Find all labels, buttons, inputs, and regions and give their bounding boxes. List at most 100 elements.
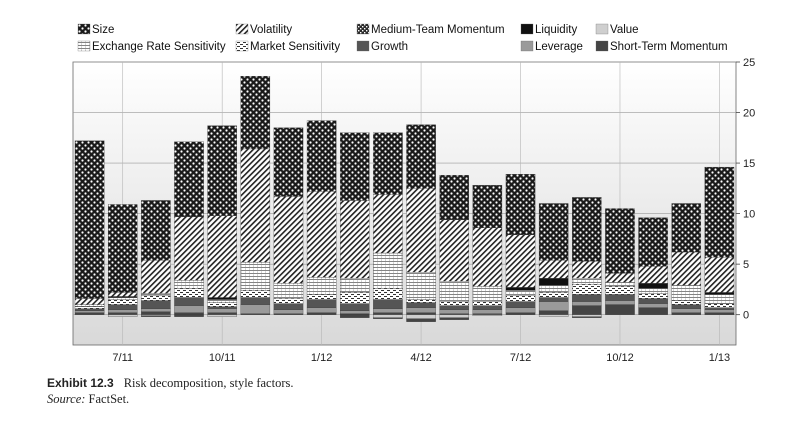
bar-liquidity [638,283,668,289]
bar-market-sensitivity [306,294,337,300]
bar-short-term-momentum [605,304,635,315]
bar-size [638,217,668,267]
bar-stack-jun-12 [472,185,503,316]
x-tick-label: 7/11 [112,352,133,364]
bar-size [373,132,403,195]
legend-label-exchange-rate-sensitivity: Exchange Rate Sensitivity [92,41,226,53]
bar-growth [638,298,668,304]
bar-growth [174,297,204,306]
source-label: Source: [47,392,86,406]
bar-size [472,185,503,228]
bar-growth [340,303,370,311]
bar-stack-jan-13 [704,166,735,315]
bar-neg-short-term-momentum [572,316,602,318]
bar-volatility [107,292,138,297]
bar-market-sensitivity [107,299,138,305]
bar-growth [306,299,337,308]
bar-stack-dec-12 [671,203,702,315]
bar-leverage [505,307,536,313]
bar-exchange-rate-sensitivity [472,286,503,302]
y-tick-label: 15 [743,158,755,170]
bar-growth [207,306,237,309]
bar-leverage [340,310,370,314]
x-tick-label: 7/12 [510,352,531,364]
bar-leverage [207,308,237,313]
bar-stack-dec-11 [273,127,304,315]
bar-volatility [505,234,536,288]
bars [74,76,735,322]
bar-exchange-rate-sensitivity [439,281,469,302]
bar-stack-oct-12 [605,208,635,315]
bar-market-sensitivity [605,286,635,295]
bar-market-sensitivity [273,298,304,304]
bar-volatility [605,273,635,283]
bar-neg-short-term-momentum [141,315,171,317]
bar-size [306,120,337,192]
bar-short-term-momentum [174,312,204,315]
bar-volatility [207,215,237,298]
bar-neg-value [373,314,403,318]
bar-leverage [240,304,271,314]
bar-exchange-rate-sensitivity [505,290,536,296]
bar-leverage [671,308,702,313]
bar-leverage [572,301,602,306]
bar-neg-value [141,314,171,316]
legend-swatch-exchange-rate-sensitivity [77,40,91,52]
bar-exchange-rate-sensitivity [107,297,138,300]
bar-growth [572,294,602,302]
legend-swatch-liquidity [520,23,534,35]
bar-growth [439,305,469,310]
legend-label-medium-team-momentum: Medium-Team Momentum [371,24,505,36]
bar-neg-short-term-momentum [340,314,370,318]
bar-market-sensitivity [240,290,271,298]
bar-leverage [373,308,403,313]
bar-short-term-momentum [373,312,403,315]
plot-background [72,61,737,346]
legend-label-liquidity: Liquidity [535,24,577,36]
x-tick-label: 1/12 [311,352,332,364]
bar-neg-short-term-momentum [439,317,469,320]
legend-label-size: Size [92,24,114,36]
bar-size [74,140,105,299]
bar-growth [671,304,702,309]
bar-stack-oct-11 [207,125,237,317]
bar-liquidity [538,278,569,286]
bar-volatility [306,191,337,278]
bar-size [340,132,370,201]
legend-label-value: Value [610,24,639,36]
bar-exchange-rate-sensitivity [240,261,271,291]
x-axis: 7/11 10/11 1/12 4/12 7/12 10/12 1/13 [112,352,730,364]
bar-volatility [704,256,735,293]
bar-volatility [373,194,403,254]
bar-size [240,76,271,150]
bar-market-sensitivity [472,301,503,306]
x-tick-label: 10/12 [606,352,634,364]
legend-swatch-leverage [520,40,534,52]
bar-neg-value [207,314,237,317]
bar-short-term-momentum [207,312,237,315]
bar-stack-apr-12 [406,124,436,322]
bar-leverage [306,307,337,313]
figure-source: Source: FactSet. [47,392,129,407]
bar-exchange-rate-sensitivity [141,293,171,296]
legend-swatch-size [77,23,91,35]
bar-volatility [638,266,668,284]
bar-neg-value [107,314,138,317]
bar-short-term-momentum [406,312,436,315]
bar-exchange-rate-sensitivity [671,285,702,301]
bar-growth [472,305,503,310]
bar-growth [505,301,536,308]
bar-liquidity [704,292,735,295]
y-axis: 0 5 10 15 20 25 [736,57,755,322]
bar-exchange-rate-sensitivity [273,283,304,299]
bar-leverage [472,309,503,314]
bar-neg-short-term-momentum [373,317,403,319]
bar-volatility [340,200,370,279]
bar-volatility [240,148,271,263]
bar-market-sensitivity [439,301,469,306]
bar-size [671,203,702,253]
legend: Size Volatility Medium-Team Momentum Liquid… [77,23,728,53]
bar-volatility [671,251,702,286]
bar-stack-mar-12 [373,132,403,319]
bar-leverage [406,307,436,313]
